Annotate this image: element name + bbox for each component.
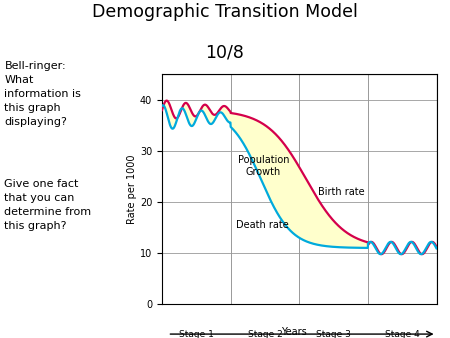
- Text: Years: Years: [281, 327, 306, 337]
- Text: Stage 1: Stage 1: [179, 330, 214, 338]
- Text: Stage 2: Stage 2: [248, 330, 282, 338]
- Text: 10/8: 10/8: [206, 44, 244, 62]
- Text: Death rate: Death rate: [236, 220, 289, 230]
- Text: Population
Growth: Population Growth: [238, 155, 289, 177]
- Text: Demographic Transition Model: Demographic Transition Model: [92, 3, 358, 21]
- Y-axis label: Rate per 1000: Rate per 1000: [127, 154, 137, 224]
- Text: Birth rate: Birth rate: [319, 187, 365, 197]
- Text: Stage 4: Stage 4: [385, 330, 419, 338]
- Text: Give one fact
that you can
determine from
this graph?: Give one fact that you can determine fro…: [4, 179, 92, 231]
- Text: Stage 3: Stage 3: [316, 330, 351, 338]
- Text: Bell-ringer:
What
information is
this graph
displaying?: Bell-ringer: What information is this gr…: [4, 61, 81, 127]
